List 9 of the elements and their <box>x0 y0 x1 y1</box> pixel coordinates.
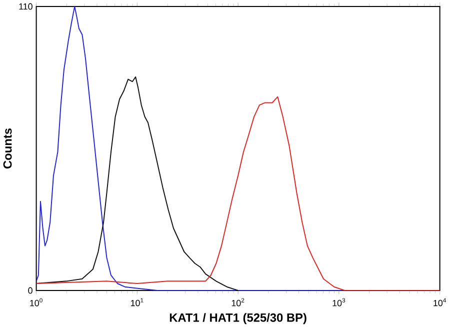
x-axis-title: KAT1 / HAT1 (525/30 BP) <box>170 312 306 324</box>
x-tick-label: 10$^{4}$ <box>434 298 446 306</box>
x-tick-label: 10$^{2}$ <box>232 298 244 306</box>
y-axis-title: Counts <box>3 128 12 168</box>
x-tick-label: 10$^{0}$ <box>30 298 42 306</box>
x-tick-label: 10$^{1}$ <box>130 298 144 306</box>
y-tick-label: 0 <box>28 287 32 294</box>
x-tick-label: 10$^{3}$ <box>332 298 346 306</box>
y-tick-label: 110 <box>19 3 32 10</box>
